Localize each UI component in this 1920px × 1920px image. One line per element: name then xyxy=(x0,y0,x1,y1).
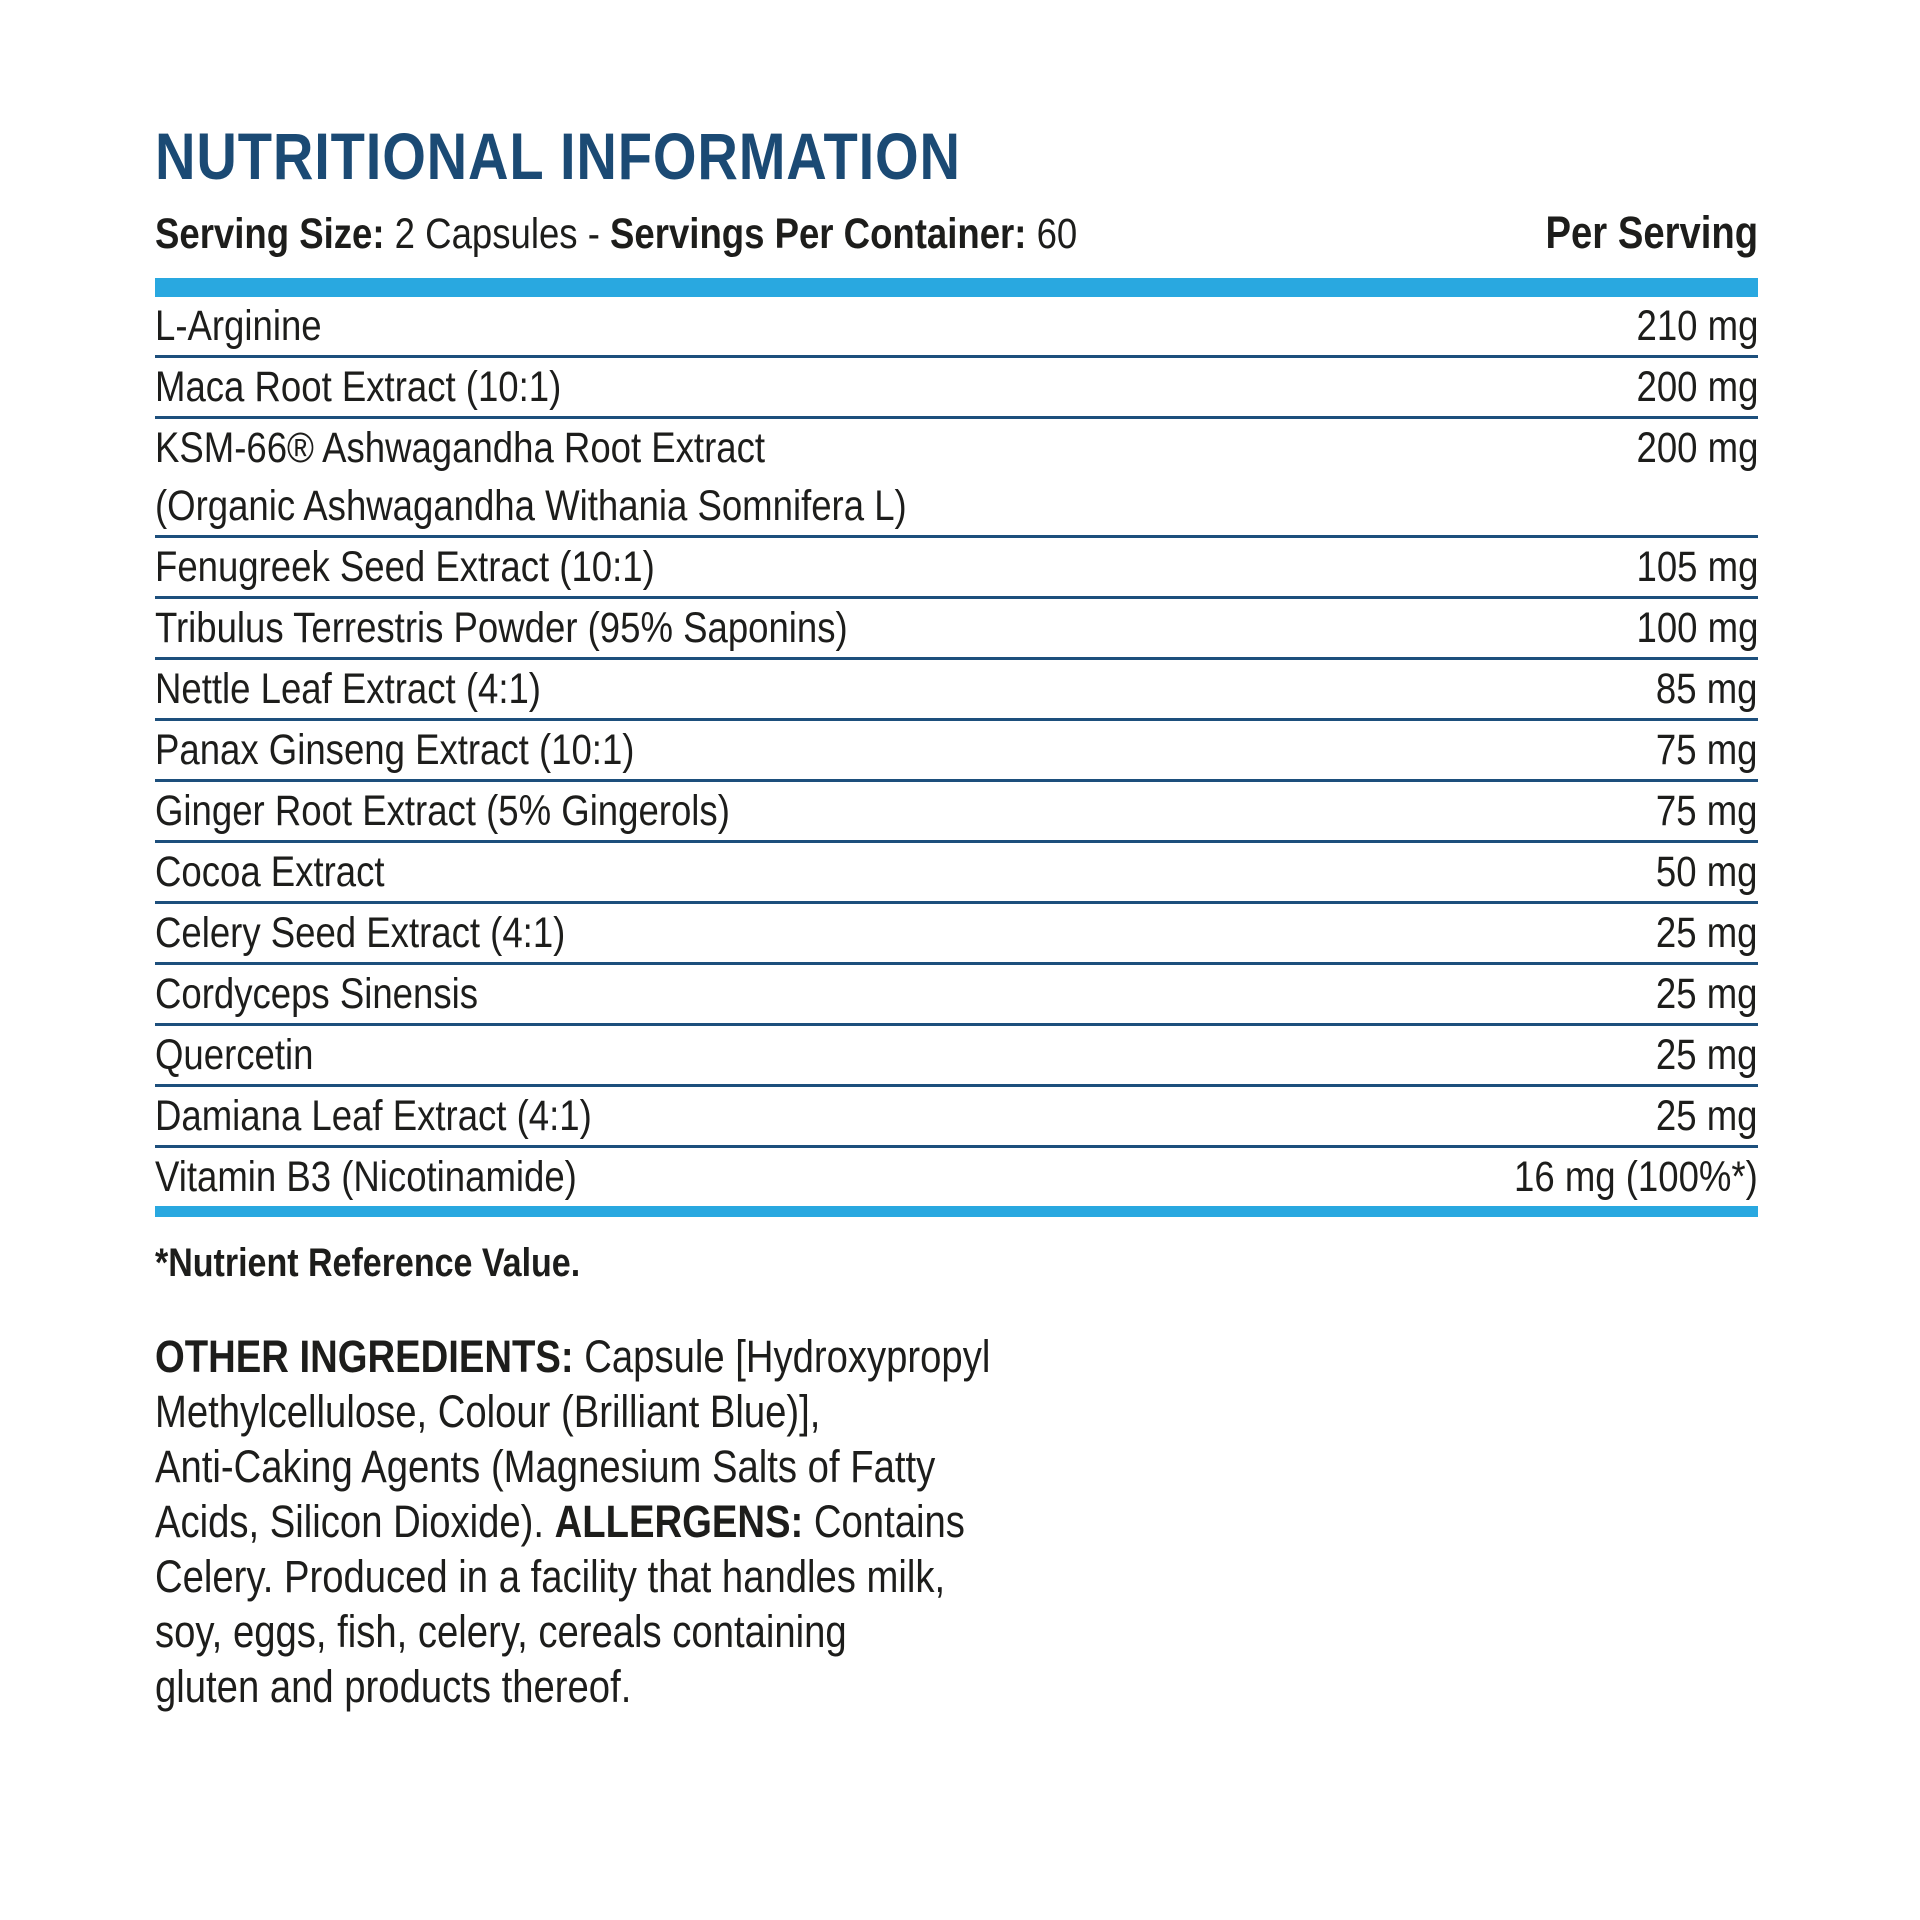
table-row: Panax Ginseng Extract (10:1) 75 mg xyxy=(155,721,1758,782)
table-row: Vitamin B3 (Nicotinamide) 16 mg (100%*) xyxy=(155,1148,1758,1206)
table-bottom-bar xyxy=(155,1205,1758,1217)
paragraph-line: gluten and products thereof. xyxy=(155,1659,1518,1714)
ingredient-amount: 85 mg xyxy=(1656,664,1758,713)
ingredient-amount: 25 mg xyxy=(1656,1091,1758,1140)
table-row: Nettle Leaf Extract (4:1) 85 mg xyxy=(155,660,1758,721)
ingredient-name: Nettle Leaf Extract (4:1) xyxy=(155,664,541,713)
ingredient-name: Cordyceps Sinensis xyxy=(155,969,479,1018)
per-serving-column-header: Per Serving xyxy=(1545,207,1758,259)
serving-separator: - xyxy=(587,210,611,259)
ingredient-name: Damiana Leaf Extract (4:1) xyxy=(155,1091,592,1140)
ingredient-name: KSM-66® Ashwagandha Root Extract (Organic… xyxy=(155,419,1375,535)
ingredient-name: Quercetin xyxy=(155,1030,314,1079)
ingredient-name: Vitamin B3 (Nicotinamide) xyxy=(155,1152,577,1201)
paragraph-text: Anti-Caking Agents (Magnesium Salts of F… xyxy=(155,1440,936,1492)
ingredient-name: L-Arginine xyxy=(155,301,322,350)
table-row: Ginger Root Extract (5% Gingerols) 75 mg xyxy=(155,782,1758,843)
paragraph-bold-label: ALLERGENS: xyxy=(554,1495,814,1547)
page-title: NUTRITIONAL INFORMATION xyxy=(155,119,961,193)
ingredient-amount: 105 mg xyxy=(1636,542,1758,591)
paragraph-text: gluten and products thereof. xyxy=(155,1660,632,1712)
paragraph-text: soy, eggs, fish, celery, cereals contain… xyxy=(155,1605,847,1657)
ingredient-name: Tribulus Terrestris Powder (95% Saponins… xyxy=(155,603,848,652)
paragraph-text: Acids, Silicon Dioxide). xyxy=(155,1495,555,1547)
ingredient-amount: 25 mg xyxy=(1656,1030,1758,1079)
table-row: KSM-66® Ashwagandha Root Extract (Organic… xyxy=(155,419,1758,538)
ingredient-name: Ginger Root Extract (5% Gingerols) xyxy=(155,786,730,835)
table-row: Celery Seed Extract (4:1) 25 mg xyxy=(155,904,1758,965)
ingredient-amount: 16 mg (100%*) xyxy=(1514,1152,1758,1201)
serving-info: Serving Size: 2 Capsules - Servings Per … xyxy=(155,210,1077,259)
paragraph-line: soy, eggs, fish, celery, cereals contain… xyxy=(155,1604,1518,1659)
table-row: L-Arginine 210 mg xyxy=(155,297,1758,358)
table-row: Damiana Leaf Extract (4:1) 25 mg xyxy=(155,1087,1758,1148)
table-row: Cordyceps Sinensis 25 mg xyxy=(155,965,1758,1026)
paragraph-line: Acids, Silicon Dioxide). ALLERGENS: Cont… xyxy=(155,1494,1518,1549)
ingredient-name: Celery Seed Extract (4:1) xyxy=(155,908,566,957)
ingredient-name: Cocoa Extract xyxy=(155,847,385,896)
ingredient-name: Fenugreek Seed Extract (10:1) xyxy=(155,542,655,591)
ingredient-amount: 210 mg xyxy=(1636,301,1758,350)
serving-size-label: Serving Size: xyxy=(155,210,395,259)
nutrient-reference-footnote: *Nutrient Reference Value. xyxy=(155,1240,581,1285)
other-ingredients-paragraph: OTHER INGREDIENTS: Capsule [Hydroxypropy… xyxy=(155,1329,1758,1714)
table-row: Fenugreek Seed Extract (10:1) 105 mg xyxy=(155,538,1758,599)
ingredient-table: L-Arginine 210 mg Maca Root Extract (10:1)… xyxy=(155,297,1758,1206)
ingredient-name: Panax Ginseng Extract (10:1) xyxy=(155,725,635,774)
paragraph-text: Methylcellulose, Colour (Brilliant Blue)… xyxy=(155,1385,821,1437)
table-row: Maca Root Extract (10:1) 200 mg xyxy=(155,358,1758,419)
paragraph-text: Celery. Produced in a facility that hand… xyxy=(155,1550,946,1602)
ingredient-name: Maca Root Extract (10:1) xyxy=(155,362,562,411)
paragraph-line: Anti-Caking Agents (Magnesium Salts of F… xyxy=(155,1439,1518,1494)
serving-size-value: 2 Capsules xyxy=(394,210,588,259)
paragraph-text: Contains xyxy=(813,1495,965,1547)
ingredient-amount: 75 mg xyxy=(1656,786,1758,835)
paragraph-text: Capsule [Hydroxypropyl xyxy=(584,1330,991,1382)
paragraph-line: OTHER INGREDIENTS: Capsule [Hydroxypropy… xyxy=(155,1329,1518,1384)
serving-info-row: Serving Size: 2 Capsules - Servings Per … xyxy=(155,207,1758,259)
table-row: Cocoa Extract 50 mg xyxy=(155,843,1758,904)
servings-per-container-value: 60 xyxy=(1036,210,1078,259)
paragraph-line: Celery. Produced in a facility that hand… xyxy=(155,1549,1518,1604)
ingredient-name-subline: (Organic Ashwagandha Withania Somnifera … xyxy=(155,481,907,530)
ingredient-amount: 100 mg xyxy=(1636,603,1758,652)
table-top-bar xyxy=(155,277,1758,297)
paragraph-bold-label: OTHER INGREDIENTS: xyxy=(155,1330,585,1382)
paragraph-line: Methylcellulose, Colour (Brilliant Blue)… xyxy=(155,1384,1518,1439)
servings-per-container-label: Servings Per Container: xyxy=(610,210,1037,259)
ingredient-amount: 200 mg xyxy=(1636,423,1758,472)
ingredient-amount: 50 mg xyxy=(1656,847,1758,896)
table-row: Tribulus Terrestris Powder (95% Saponins… xyxy=(155,599,1758,660)
ingredient-amount: 25 mg xyxy=(1656,969,1758,1018)
nutrition-label: NUTRITIONAL INFORMATION Serving Size: 2 … xyxy=(155,119,1758,1714)
ingredient-amount: 75 mg xyxy=(1656,725,1758,774)
ingredient-amount: 200 mg xyxy=(1636,362,1758,411)
table-row: Quercetin 25 mg xyxy=(155,1026,1758,1087)
ingredient-amount: 25 mg xyxy=(1656,908,1758,957)
